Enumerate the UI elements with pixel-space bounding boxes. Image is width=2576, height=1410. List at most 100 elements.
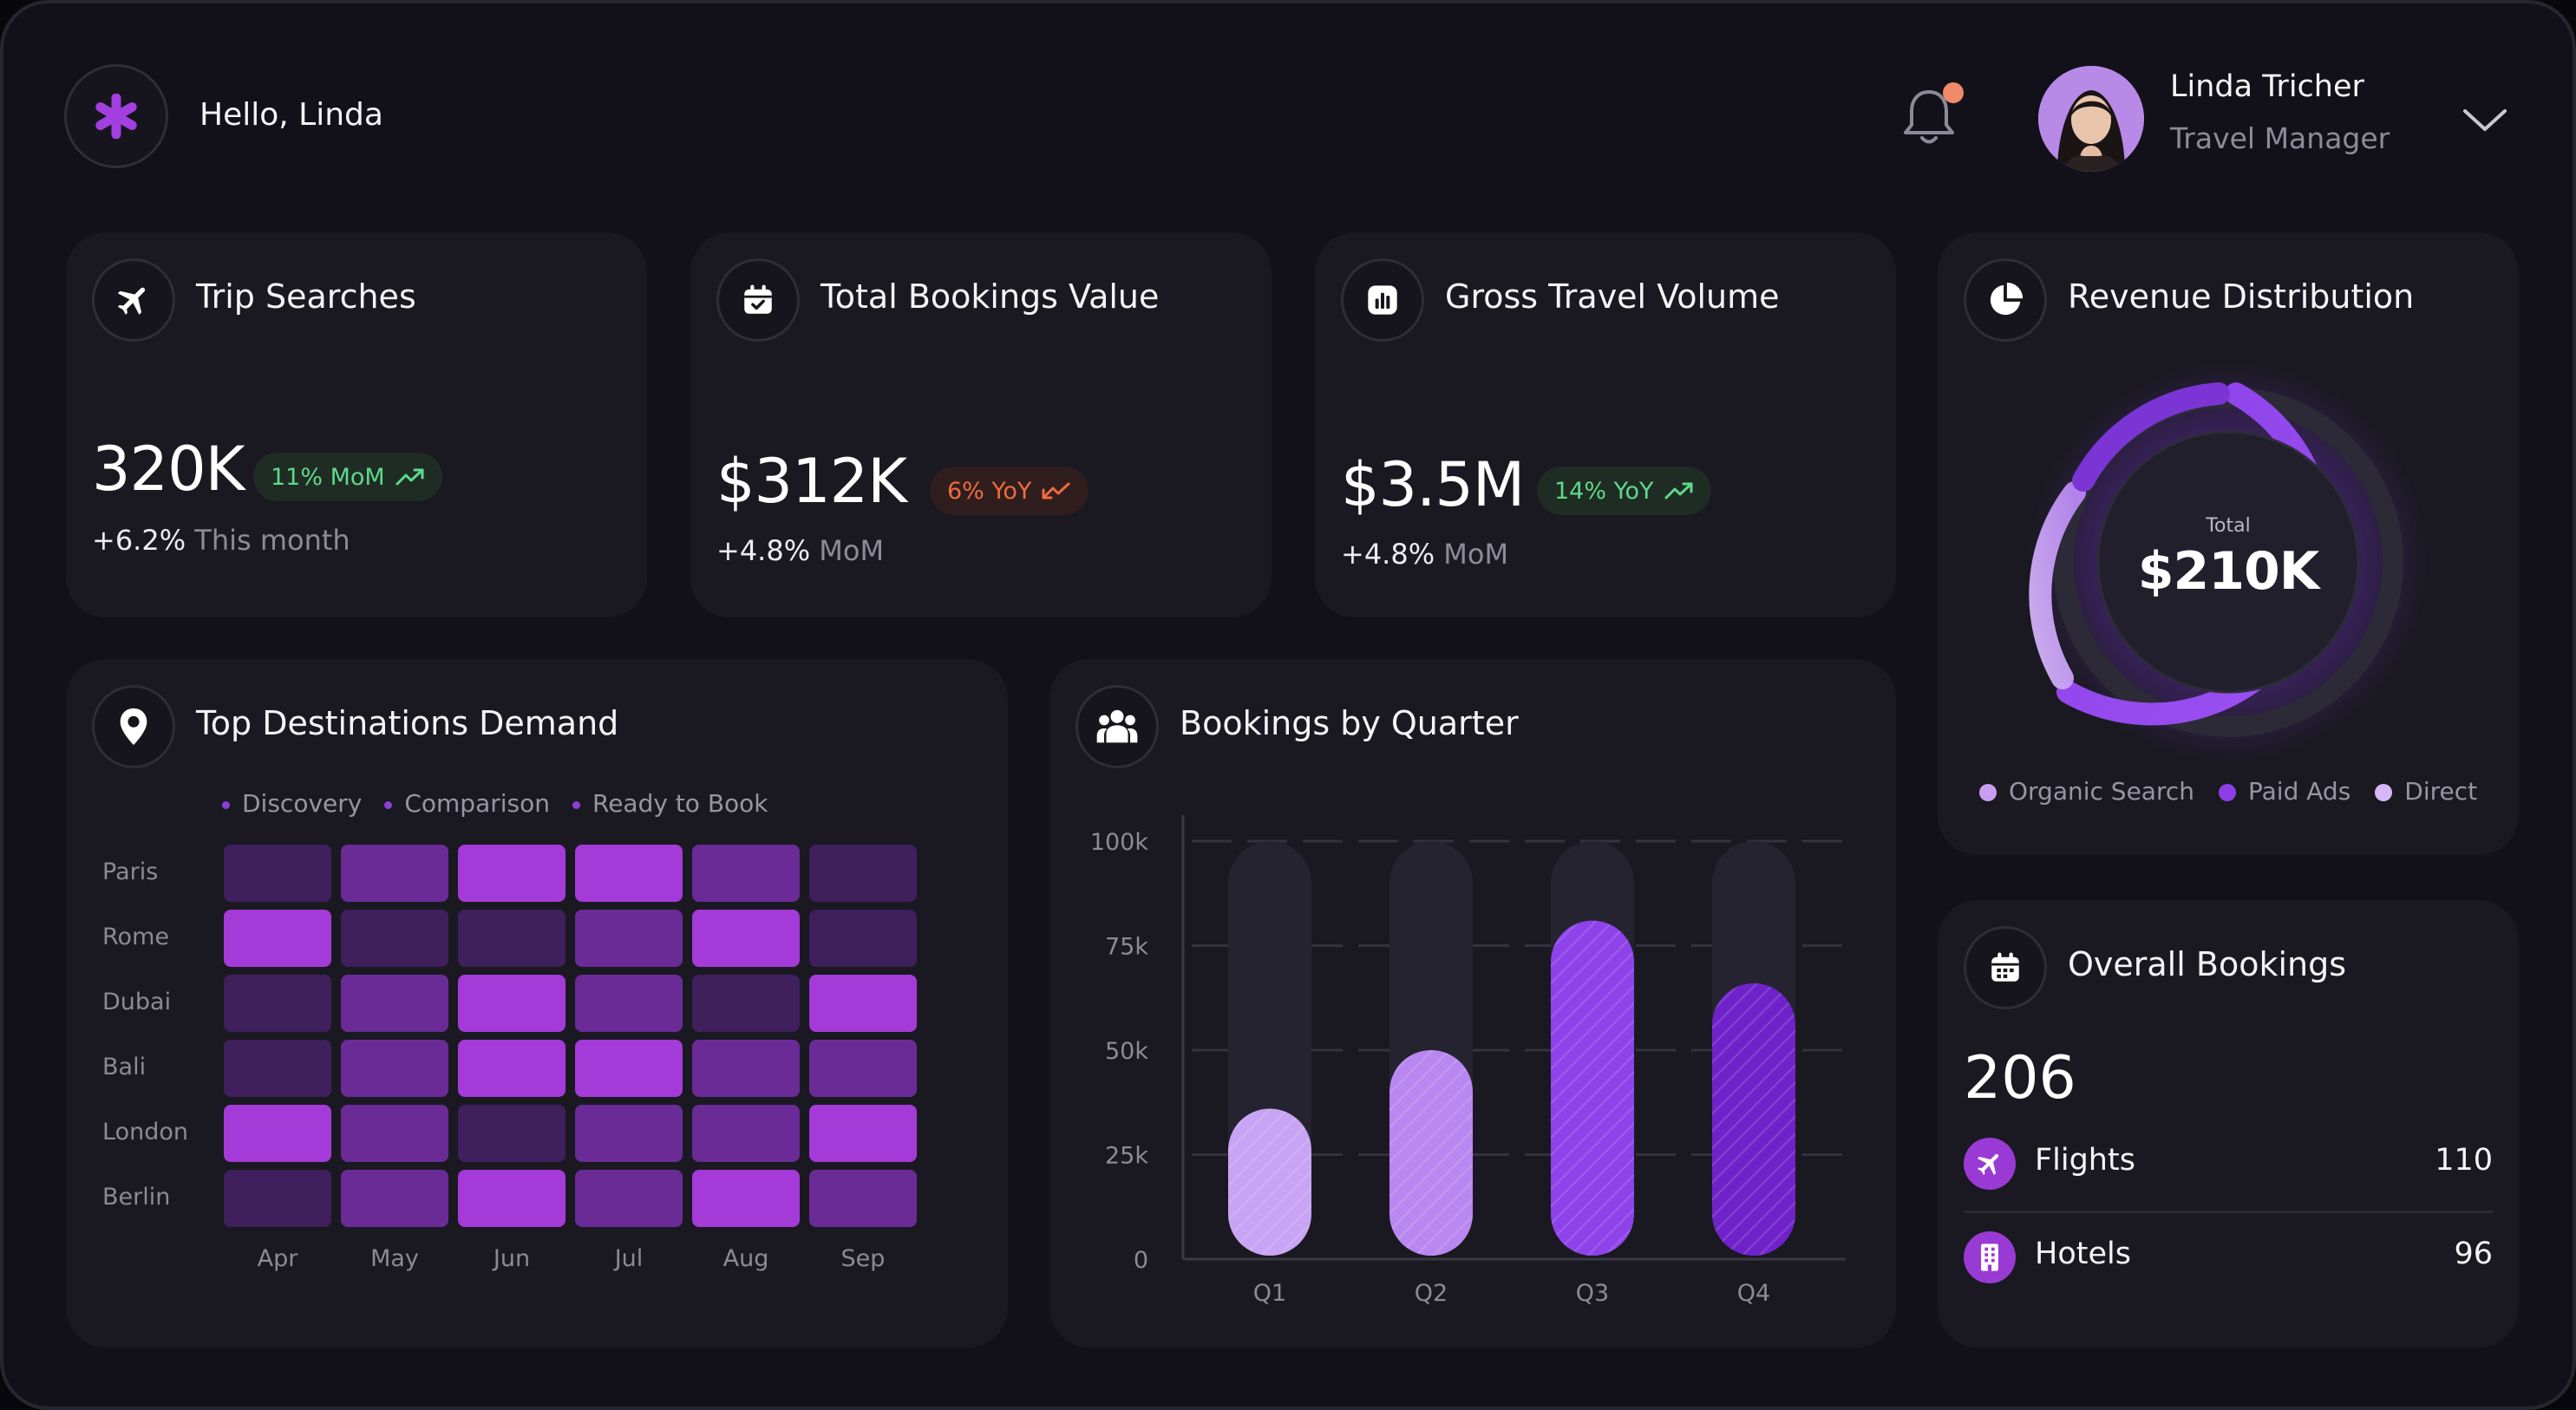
heatmap-cell[interactable] bbox=[692, 1040, 800, 1097]
heatmap-cell[interactable] bbox=[575, 845, 683, 902]
trend-up-icon bbox=[1664, 482, 1693, 499]
sub-label: This month bbox=[194, 524, 350, 557]
heatmap-cell[interactable] bbox=[692, 1105, 800, 1162]
x-tick-label: Q1 bbox=[1253, 1280, 1286, 1307]
trend-badge-text: 11% MoM bbox=[271, 463, 385, 491]
notification-dot bbox=[1943, 82, 1964, 103]
heatmap-cell[interactable] bbox=[809, 1170, 917, 1227]
heatmap-cell[interactable] bbox=[224, 845, 331, 902]
heatmap-cell[interactable] bbox=[458, 975, 566, 1032]
heatmap-cell[interactable] bbox=[224, 910, 331, 967]
booking-row-flights[interactable]: Flights 110 bbox=[1964, 1136, 2493, 1191]
heatmap-cell[interactable] bbox=[575, 1105, 683, 1162]
legend-item-paid-ads: Paid Ads bbox=[2219, 777, 2350, 806]
card-title: Revenue Distribution bbox=[2068, 277, 2415, 316]
booking-value: 110 bbox=[2435, 1143, 2493, 1178]
bell-icon bbox=[1904, 82, 1964, 144]
heatmap-cell[interactable] bbox=[692, 910, 800, 967]
card-title: Top Destinations Demand bbox=[196, 704, 619, 742]
bar-texture bbox=[1228, 1108, 1311, 1256]
heatmap-cell[interactable] bbox=[692, 845, 800, 902]
sub-label: MoM bbox=[1443, 538, 1509, 571]
heatmap-cell[interactable] bbox=[224, 1040, 331, 1097]
heatmap-cell[interactable] bbox=[458, 910, 566, 967]
y-tick-label: 75k bbox=[1105, 934, 1148, 961]
donut-segment-organic-search bbox=[2029, 481, 2086, 689]
trip-searches-icon-wrap bbox=[92, 258, 175, 342]
airplane-icon bbox=[117, 287, 146, 315]
y-tick-label: 100k bbox=[1090, 829, 1149, 856]
sub-label: MoM bbox=[819, 534, 885, 567]
trend-down-icon bbox=[1042, 482, 1070, 499]
notifications-button[interactable] bbox=[1894, 80, 1964, 151]
heatmap-cell[interactable] bbox=[341, 975, 448, 1032]
heatmap-cell[interactable] bbox=[575, 975, 683, 1032]
heatmap-cell[interactable] bbox=[224, 1170, 331, 1227]
heatmap-cell[interactable] bbox=[341, 910, 448, 967]
heatmap-cell[interactable] bbox=[692, 1170, 800, 1227]
bar-texture bbox=[1389, 1050, 1473, 1256]
heatmap-row-label: Berlin bbox=[102, 1184, 171, 1211]
trend-up-icon bbox=[396, 468, 424, 486]
top-destinations-card: Top Destinations Demand Discovery Compar… bbox=[66, 659, 1008, 1348]
legend-item-organic-search: Organic Search bbox=[1979, 777, 2194, 806]
heatmap-cell[interactable] bbox=[809, 845, 917, 902]
heatmap-legend: Discovery Comparison Ready to Book bbox=[222, 789, 768, 818]
booking-row-hotels[interactable]: Hotels 96 bbox=[1964, 1230, 2493, 1285]
heatmap-cell[interactable] bbox=[341, 845, 448, 902]
heatmap-cell[interactable] bbox=[809, 975, 917, 1032]
y-tick-label: 0 bbox=[1134, 1247, 1148, 1274]
booking-value: 96 bbox=[2454, 1237, 2493, 1271]
legend-item-direct: Direct bbox=[2375, 777, 2477, 806]
heatmap-cell[interactable] bbox=[224, 975, 331, 1032]
pie-chart-icon bbox=[1990, 282, 2024, 316]
trend-badge: 6% YoY bbox=[930, 467, 1089, 515]
heatmap-cell[interactable] bbox=[341, 1105, 448, 1162]
bar-chart-icon bbox=[1368, 285, 1397, 315]
x-tick-label: Q4 bbox=[1737, 1280, 1770, 1307]
card-title: Trip Searches bbox=[196, 277, 416, 316]
heatmap-cell[interactable] bbox=[575, 1170, 683, 1227]
heatmap-grid: Paris Rome Dubai Bali London Berlin Apr May Jun J… bbox=[66, 659, 1008, 1348]
heatmap-cell[interactable] bbox=[458, 845, 566, 902]
user-name: Linda Tricher bbox=[2170, 69, 2364, 104]
heatmap-cell[interactable] bbox=[809, 910, 917, 967]
booking-label: Flights bbox=[2035, 1143, 2135, 1178]
revenue-icon-wrap bbox=[1964, 258, 2047, 342]
heatmap-row-label: Paris bbox=[102, 858, 159, 885]
heatmap-cell[interactable] bbox=[809, 1040, 917, 1097]
heatmap-cell[interactable] bbox=[458, 1040, 566, 1097]
profile-menu-button[interactable] bbox=[2460, 102, 2510, 137]
heatmap-cell[interactable] bbox=[575, 910, 683, 967]
heatmap-cell[interactable] bbox=[809, 1105, 917, 1162]
heatmap-row-label: Rome bbox=[102, 924, 169, 950]
chevron-down-icon bbox=[2463, 109, 2507, 131]
user-role: Travel Manager bbox=[2170, 121, 2390, 155]
heatmap-cell[interactable] bbox=[458, 1170, 566, 1227]
heatmap-column-label: Jun bbox=[493, 1245, 531, 1272]
heatmap-cell[interactable] bbox=[341, 1040, 448, 1097]
logo[interactable] bbox=[64, 64, 168, 168]
quarter-bar-chart: 0 25k 50k 75k 100k Q1 Q2 Q3 Q4 bbox=[1090, 815, 1846, 1307]
sub-value: +4.8% bbox=[716, 534, 811, 567]
heatmap-column-label: Jul bbox=[614, 1245, 644, 1272]
heatmap-column-label: Sep bbox=[840, 1245, 886, 1272]
heatmap-cell[interactable] bbox=[692, 975, 800, 1032]
heatmap-row-label: Bali bbox=[102, 1054, 147, 1080]
heatmap-cell[interactable] bbox=[341, 1170, 448, 1227]
metric-value: 320K bbox=[92, 434, 245, 505]
metric-subtext: +4.8% MoM bbox=[1341, 538, 1508, 571]
airplane-icon bbox=[1977, 1153, 1999, 1176]
x-tick-label: Q2 bbox=[1415, 1280, 1448, 1307]
heatmap-row-label: London bbox=[102, 1119, 188, 1146]
gross-travel-icon-wrap bbox=[1341, 258, 1424, 342]
trend-badge: 11% MoM bbox=[253, 453, 442, 501]
heatmap-cell[interactable] bbox=[458, 1105, 566, 1162]
avatar[interactable] bbox=[2038, 66, 2144, 172]
calendar-check-icon bbox=[744, 284, 772, 314]
greeting: Hello, Linda bbox=[199, 97, 383, 133]
heatmap-cell[interactable] bbox=[224, 1105, 331, 1162]
heatmap-cell[interactable] bbox=[575, 1040, 683, 1097]
donut-total-value: $210K bbox=[2137, 541, 2320, 602]
bar-texture bbox=[1551, 920, 1634, 1256]
